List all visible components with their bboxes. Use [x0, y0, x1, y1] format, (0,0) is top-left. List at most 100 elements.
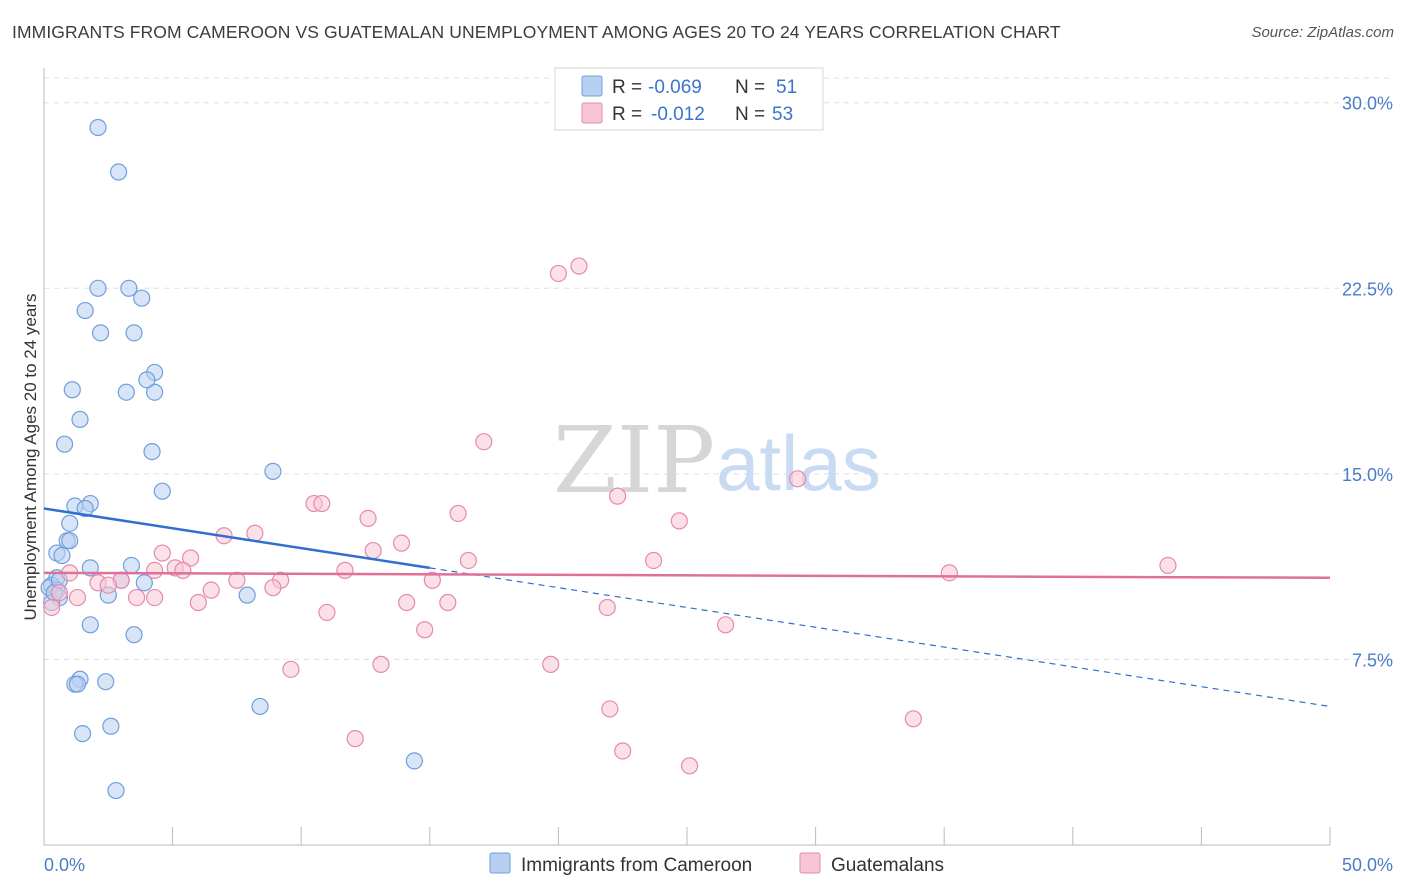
point-cameroon-6	[91, 324, 110, 342]
legend-n-value-2: 53	[772, 104, 793, 125]
point-cameroon-38	[125, 626, 143, 644]
point-guatemalans-29	[202, 581, 220, 599]
point-guatemalans-52	[174, 561, 192, 579]
chart-title: IMMIGRANTS FROM CAMEROON VS GUATEMALAN U…	[12, 22, 1061, 42]
point-guatemalans-35	[439, 593, 457, 612]
series-legend: Immigrants from Cameroon Guatemalans	[489, 852, 944, 876]
trend-cameroon	[43, 507, 430, 570]
point-guatemalans-26	[228, 571, 246, 589]
point-cameroon-15	[143, 443, 161, 461]
point-guatemalans-45	[346, 730, 364, 748]
point-guatemalans-33	[189, 593, 207, 612]
series-guatemalans-points	[43, 257, 1177, 775]
point-guatemalans-49	[50, 584, 69, 602]
point-guatemalans-20	[336, 561, 354, 579]
point-guatemalans-41	[542, 655, 560, 673]
point-cameroon-8	[63, 381, 81, 399]
point-guatemalans-34	[398, 593, 416, 612]
correlation-legend: R = -0.069 N = 51 R = -0.012 N = 53	[554, 67, 824, 131]
source-label: Source: ZipAtlas.com	[1251, 24, 1394, 41]
legend-r-label-1: R =	[612, 77, 642, 98]
series-legend-label-cameroon: Immigrants from Cameroon	[521, 855, 752, 876]
y-tick-label-3: 30.0%	[1342, 94, 1393, 114]
point-guatemalans-22	[1159, 556, 1177, 575]
point-guatemalans-21	[940, 564, 958, 582]
x-tick-label-min: 0.0%	[44, 855, 85, 875]
point-guatemalans-12	[392, 534, 411, 552]
point-cameroon-27	[122, 556, 141, 575]
point-cameroon-7	[125, 324, 143, 342]
point-cameroon-2	[89, 279, 107, 297]
point-guatemalans-13	[364, 541, 382, 560]
series-legend-label-guatemalans: Guatemalans	[831, 855, 944, 876]
point-cameroon-21	[61, 514, 79, 532]
point-guatemalans-32	[145, 588, 164, 607]
axes	[43, 68, 1331, 846]
point-guatemalans-3	[788, 470, 807, 488]
point-cameroon-13	[71, 410, 89, 429]
point-guatemalans-37	[318, 603, 336, 622]
point-cameroon-25	[53, 546, 71, 565]
point-guatemalans-6	[313, 494, 331, 513]
point-cameroon-36	[238, 586, 256, 604]
point-guatemalans-42	[282, 660, 300, 678]
trend-lines	[43, 507, 1331, 708]
point-guatemalans-15	[182, 549, 200, 567]
point-guatemalans-7	[449, 504, 467, 523]
trend-guatemalans	[43, 571, 1331, 580]
point-guatemalans-46	[614, 742, 632, 760]
point-cameroon-16	[264, 462, 282, 480]
series-legend-swatch-guatemalans	[799, 852, 821, 874]
y-tick-label-2: 22.5%	[1342, 279, 1393, 299]
point-cameroon-44	[102, 717, 120, 735]
point-cameroon-1	[109, 163, 128, 181]
point-guatemalans-50	[99, 576, 117, 594]
point-guatemalans-0	[549, 264, 568, 283]
watermark: ZIP atlas	[553, 407, 881, 514]
legend-r-value-1: -0.069	[648, 77, 702, 98]
point-guatemalans-38	[716, 616, 735, 634]
point-cameroon-4	[76, 301, 94, 320]
point-cameroon-11	[145, 383, 164, 401]
point-cameroon-30	[135, 574, 153, 592]
point-guatemalans-39	[416, 621, 434, 639]
point-guatemalans-19	[145, 561, 164, 579]
point-cameroon-45	[73, 725, 92, 743]
y-axis-label: Unemployment Among Ages 20 to 24 years	[21, 294, 40, 621]
point-cameroon-47	[107, 781, 125, 800]
point-guatemalans-30	[264, 579, 282, 597]
legend-swatch-pink	[581, 102, 603, 124]
gridlines	[44, 77, 1393, 660]
point-guatemalans-1	[570, 257, 588, 275]
y-tick-label-0: 7.5%	[1352, 650, 1393, 670]
legend-n-label-2: N =	[735, 104, 765, 125]
point-cameroon-0	[89, 118, 107, 137]
point-guatemalans-2	[475, 433, 493, 451]
point-guatemalans-44	[904, 710, 922, 728]
point-cameroon-46	[405, 752, 423, 770]
point-cameroon-20	[76, 499, 94, 518]
watermark-atlas: atlas	[716, 419, 881, 507]
point-guatemalans-51	[127, 588, 146, 607]
series-legend-swatch-cameroon	[489, 852, 511, 874]
point-guatemalans-4	[608, 487, 627, 505]
point-cameroon-42	[97, 673, 115, 691]
point-guatemalans-9	[670, 512, 688, 530]
point-cameroon-3	[120, 279, 138, 297]
legend-r-value-2: -0.012	[651, 104, 705, 125]
point-cameroon-37	[81, 616, 99, 634]
series-cameroon-points	[40, 118, 423, 800]
point-guatemalans-8	[359, 509, 377, 528]
point-cameroon-23	[61, 532, 79, 550]
point-guatemalans-17	[644, 551, 663, 570]
legend-n-label-1: N =	[735, 77, 765, 98]
x-tick-label-max: 50.0%	[1342, 855, 1393, 875]
y-tick-labels: 7.5% 15.0% 22.5% 30.0%	[1342, 94, 1393, 671]
point-cameroon-5	[133, 289, 151, 307]
point-cameroon-12	[138, 371, 156, 389]
point-guatemalans-14	[153, 544, 171, 562]
legend-swatch-blue	[581, 75, 603, 97]
point-guatemalans-40	[372, 655, 390, 673]
legend-n-value-1: 51	[776, 77, 797, 98]
point-guatemalans-31	[68, 588, 87, 607]
